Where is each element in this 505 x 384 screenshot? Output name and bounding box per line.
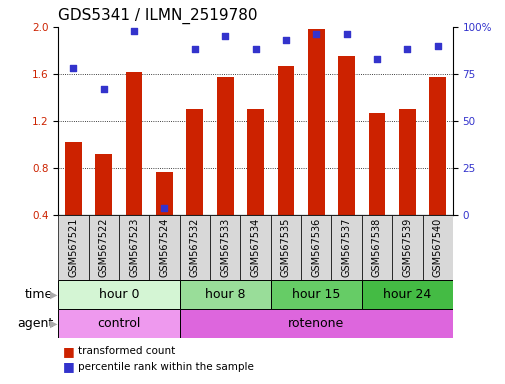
Point	[433, 43, 441, 49]
Bar	[65, 142, 82, 215]
Point	[372, 56, 380, 62]
Text: GSM567538: GSM567538	[371, 218, 381, 277]
Text: GSM567523: GSM567523	[129, 218, 139, 277]
Point	[342, 31, 350, 38]
Bar	[95, 154, 112, 215]
Text: GSM567539: GSM567539	[401, 218, 412, 277]
Text: ■: ■	[63, 345, 75, 358]
Text: rotenone: rotenone	[287, 317, 344, 330]
Bar	[270, 280, 361, 309]
Bar	[240, 215, 270, 280]
Point	[281, 37, 289, 43]
Bar	[361, 280, 452, 309]
Text: GSM567532: GSM567532	[189, 218, 199, 277]
Point	[221, 33, 229, 40]
Bar	[126, 71, 142, 215]
Bar	[398, 109, 415, 215]
Text: GSM567534: GSM567534	[250, 218, 260, 277]
Text: agent: agent	[17, 317, 53, 330]
Text: GSM567522: GSM567522	[98, 218, 109, 277]
Bar	[422, 215, 452, 280]
Bar	[368, 113, 385, 215]
Point	[130, 28, 138, 34]
Bar	[179, 280, 270, 309]
Bar	[217, 78, 233, 215]
Bar	[210, 215, 240, 280]
Point	[160, 204, 168, 210]
Point	[312, 31, 320, 38]
Bar	[58, 280, 179, 309]
Text: ▶: ▶	[50, 290, 58, 300]
Text: hour 8: hour 8	[205, 288, 245, 301]
Bar	[270, 215, 300, 280]
Text: GSM567537: GSM567537	[341, 218, 351, 277]
Text: time: time	[25, 288, 53, 301]
Point	[402, 46, 411, 53]
Text: GSM567533: GSM567533	[220, 218, 230, 277]
Text: hour 15: hour 15	[291, 288, 340, 301]
Text: hour 24: hour 24	[382, 288, 431, 301]
Bar	[179, 309, 452, 338]
Bar	[331, 215, 361, 280]
Point	[99, 86, 108, 92]
Bar	[119, 215, 149, 280]
Bar	[361, 215, 391, 280]
Text: GSM567524: GSM567524	[159, 218, 169, 277]
Bar	[277, 66, 294, 215]
Bar	[307, 29, 324, 215]
Text: transformed count: transformed count	[78, 346, 175, 356]
Text: hour 0: hour 0	[98, 288, 139, 301]
Text: ▶: ▶	[50, 318, 58, 329]
Bar	[58, 215, 88, 280]
Bar	[300, 215, 331, 280]
Text: ■: ■	[63, 360, 75, 373]
Bar	[156, 172, 173, 215]
Text: GSM567536: GSM567536	[311, 218, 321, 277]
Bar	[247, 109, 264, 215]
Bar	[429, 78, 445, 215]
Bar	[337, 56, 355, 215]
Bar	[391, 215, 422, 280]
Text: GSM567521: GSM567521	[68, 218, 78, 277]
Text: GDS5341 / ILMN_2519780: GDS5341 / ILMN_2519780	[58, 8, 257, 24]
Bar	[149, 215, 179, 280]
Bar	[88, 215, 119, 280]
Point	[69, 65, 77, 71]
Text: GSM567535: GSM567535	[280, 218, 290, 277]
Bar	[58, 309, 179, 338]
Bar	[186, 109, 203, 215]
Point	[251, 46, 259, 53]
Point	[190, 46, 198, 53]
Bar	[179, 215, 210, 280]
Text: control: control	[97, 317, 140, 330]
Text: GSM567540: GSM567540	[432, 218, 442, 277]
Text: percentile rank within the sample: percentile rank within the sample	[78, 362, 254, 372]
